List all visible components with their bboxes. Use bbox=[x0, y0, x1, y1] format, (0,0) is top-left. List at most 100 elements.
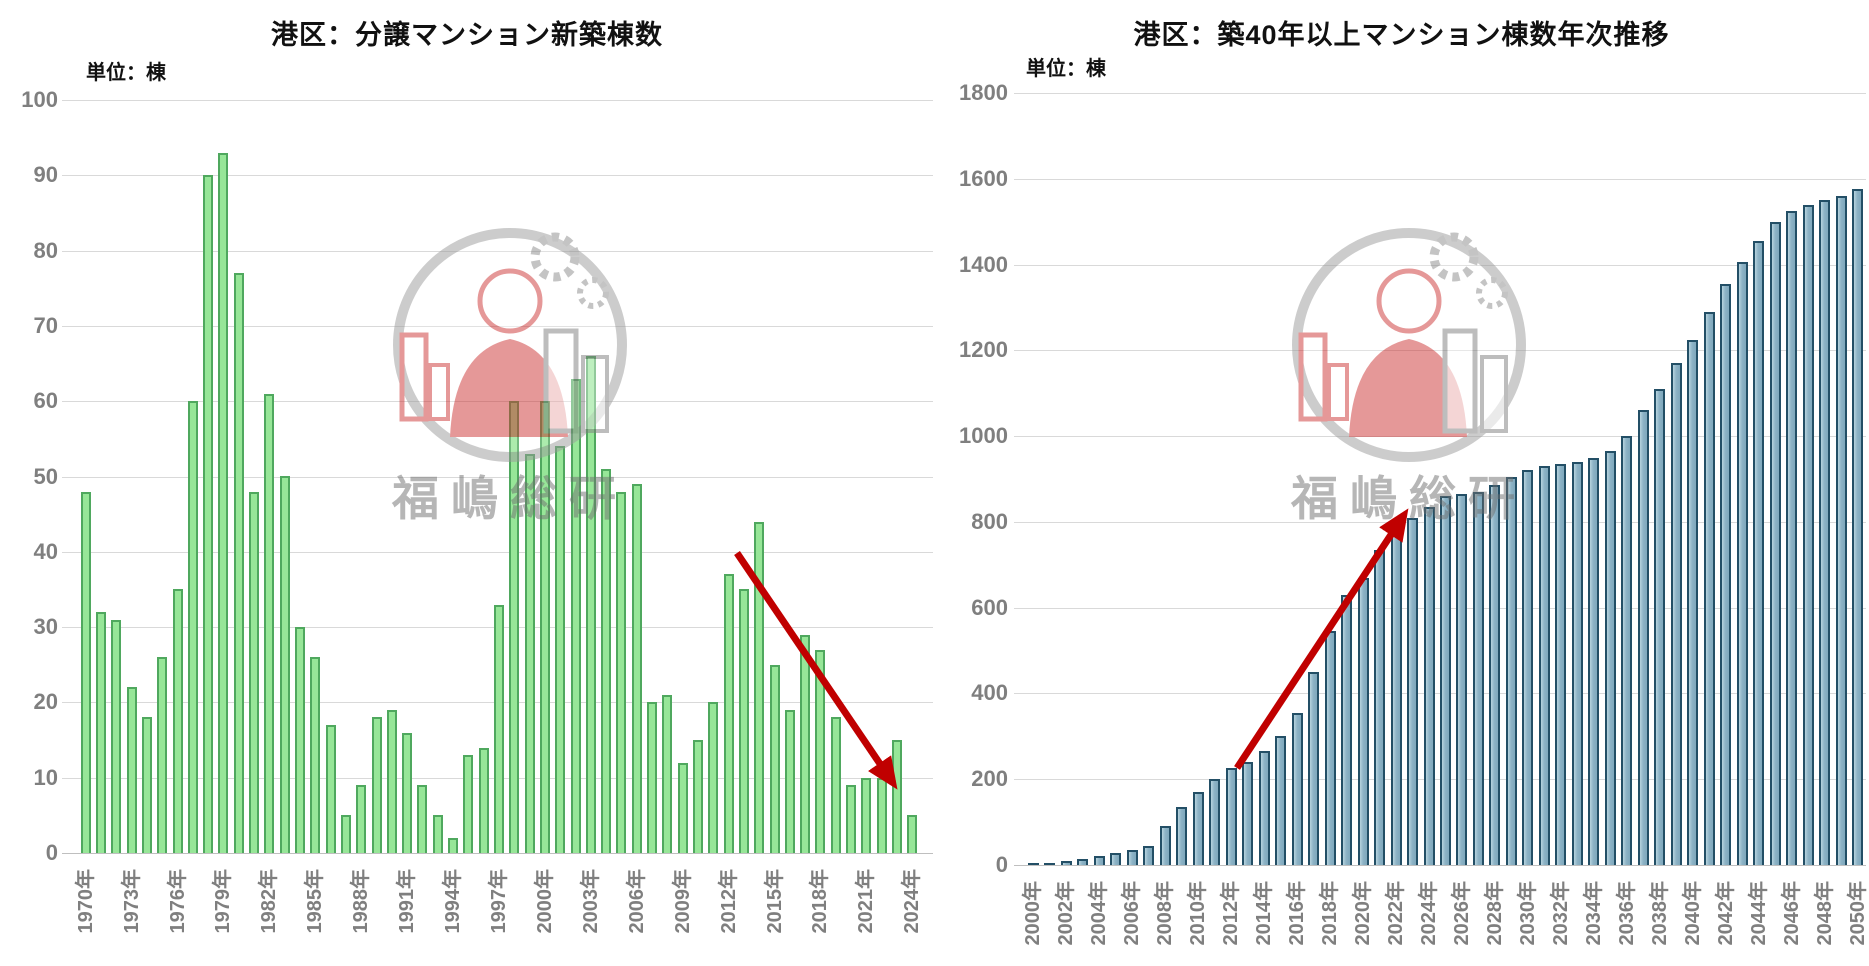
x-axis-tick-label-1973: 1973年 bbox=[121, 869, 143, 934]
bar-2034 bbox=[1588, 458, 1599, 865]
y-axis-tick-label-30: 30 bbox=[33, 614, 58, 639]
y-axis-tick-label-50: 50 bbox=[33, 464, 58, 489]
y-axis-tick-label-10: 10 bbox=[33, 765, 58, 790]
bar-2013 bbox=[739, 589, 749, 853]
bar-2016 bbox=[785, 710, 795, 853]
bar-2020 bbox=[1358, 578, 1369, 865]
bar-2012 bbox=[724, 574, 734, 853]
y-axis-tick-label-100: 100 bbox=[21, 87, 58, 112]
bar-2020 bbox=[846, 785, 856, 853]
bar-2017 bbox=[800, 635, 810, 853]
bar-2019 bbox=[831, 717, 841, 853]
bar-2038 bbox=[1654, 389, 1665, 865]
bar-2006 bbox=[632, 484, 642, 853]
x-axis-tick-label-2002: 2002年 bbox=[1055, 881, 1077, 946]
bar-2021 bbox=[1374, 550, 1385, 865]
bar-2022 bbox=[1391, 528, 1402, 865]
x-axis-tick-label-1970: 1970年 bbox=[75, 869, 97, 934]
bar-2031 bbox=[1539, 466, 1550, 865]
bar-2001 bbox=[1044, 863, 1055, 865]
bar-2035 bbox=[1605, 451, 1616, 865]
y-axis-tick-label-400: 400 bbox=[971, 680, 1008, 705]
bar-2009 bbox=[678, 763, 688, 853]
bar-2018 bbox=[1325, 631, 1336, 865]
bar-1977 bbox=[188, 401, 198, 853]
bar-2014 bbox=[754, 522, 764, 853]
bar-2028 bbox=[1489, 485, 1500, 865]
x-axis-tick-label-2020: 2020年 bbox=[1352, 881, 1374, 946]
gridline-80 bbox=[62, 251, 933, 252]
x-axis-tick-label-1979: 1979年 bbox=[212, 869, 234, 934]
bar-2005 bbox=[616, 492, 626, 853]
bar-1980 bbox=[234, 273, 244, 853]
bar-2029 bbox=[1506, 477, 1517, 865]
bar-2024 bbox=[907, 815, 917, 853]
y-axis-tick-label-90: 90 bbox=[33, 162, 58, 187]
bar-1970 bbox=[81, 492, 91, 853]
y-axis-tick-label-1600: 1600 bbox=[959, 166, 1008, 191]
x-axis-tick-label-2004: 2004年 bbox=[1088, 881, 1110, 946]
bar-2033 bbox=[1572, 462, 1583, 865]
x-axis-tick-label-1994: 1994年 bbox=[442, 869, 464, 934]
bar-1981 bbox=[249, 492, 259, 853]
bar-2019 bbox=[1341, 595, 1352, 865]
bar-2023 bbox=[1407, 518, 1418, 865]
y-axis-tick-label-40: 40 bbox=[33, 539, 58, 564]
gridline-1600 bbox=[1014, 179, 1866, 180]
bar-2023 bbox=[892, 740, 902, 853]
bar-1979 bbox=[218, 153, 228, 853]
y-axis-tick-label-70: 70 bbox=[33, 313, 58, 338]
bar-1994 bbox=[448, 838, 458, 853]
y-axis-tick-label-600: 600 bbox=[971, 595, 1008, 620]
bar-1984 bbox=[295, 627, 305, 853]
bar-2011 bbox=[708, 702, 718, 853]
x-axis-tick-label-2003: 2003年 bbox=[580, 869, 602, 934]
x-axis-tick-label-2016: 2016年 bbox=[1286, 881, 1308, 946]
bar-2008 bbox=[662, 695, 672, 853]
bar-2025 bbox=[1440, 496, 1451, 865]
bar-2044 bbox=[1753, 241, 1764, 865]
bar-2004 bbox=[1094, 856, 1105, 865]
bar-2047 bbox=[1803, 205, 1814, 865]
gridline-0 bbox=[62, 853, 933, 854]
bar-2001 bbox=[555, 446, 565, 853]
x-axis-tick-label-2015: 2015年 bbox=[764, 869, 786, 934]
unit-label-right: 単位：棟 bbox=[1026, 58, 1106, 80]
bar-2049 bbox=[1836, 196, 1847, 865]
bar-2042 bbox=[1720, 284, 1731, 865]
bar-2009 bbox=[1176, 807, 1187, 865]
x-axis-tick-label-2022: 2022年 bbox=[1385, 881, 1407, 946]
y-axis-tick-label-80: 80 bbox=[33, 238, 58, 263]
y-axis-tick-label-20: 20 bbox=[33, 689, 58, 714]
gridline-40 bbox=[62, 552, 933, 553]
bar-1987 bbox=[341, 815, 351, 853]
x-axis-tick-label-2024: 2024年 bbox=[901, 869, 923, 934]
bar-1983 bbox=[280, 476, 290, 853]
x-axis-tick-label-2010: 2010年 bbox=[1187, 881, 1209, 946]
bar-1972 bbox=[111, 620, 121, 853]
bar-2016 bbox=[1292, 713, 1303, 865]
gridline-50 bbox=[62, 477, 933, 478]
bar-1996 bbox=[479, 748, 489, 853]
bar-2002 bbox=[1061, 861, 1072, 865]
bar-1997 bbox=[494, 605, 504, 853]
bar-2024 bbox=[1424, 507, 1435, 865]
x-axis-tick-label-2018: 2018年 bbox=[1319, 881, 1341, 946]
x-axis-tick-label-2012: 2012年 bbox=[718, 869, 740, 934]
x-axis-tick-label-1985: 1985年 bbox=[304, 869, 326, 934]
unit-label-left: 単位：棟 bbox=[86, 62, 166, 84]
x-axis-tick-label-2042: 2042年 bbox=[1715, 881, 1737, 946]
x-axis-tick-label-2014: 2014年 bbox=[1253, 881, 1275, 946]
x-axis-tick-label-2026: 2026年 bbox=[1451, 881, 1473, 946]
x-axis-tick-label-2044: 2044年 bbox=[1748, 881, 1770, 946]
bar-2041 bbox=[1704, 312, 1715, 865]
y-axis-tick-label-200: 200 bbox=[971, 766, 1008, 791]
x-axis-tick-label-2038: 2038年 bbox=[1649, 881, 1671, 946]
gridline-100 bbox=[62, 100, 933, 101]
y-axis-tick-label-1800: 1800 bbox=[959, 80, 1008, 105]
chart-title-left: 港区：分譲マンション新築棟数 bbox=[271, 20, 663, 50]
bar-2046 bbox=[1786, 211, 1797, 865]
bar-2003 bbox=[1077, 859, 1088, 865]
bar-2003 bbox=[586, 356, 596, 853]
bar-2050 bbox=[1852, 189, 1863, 865]
